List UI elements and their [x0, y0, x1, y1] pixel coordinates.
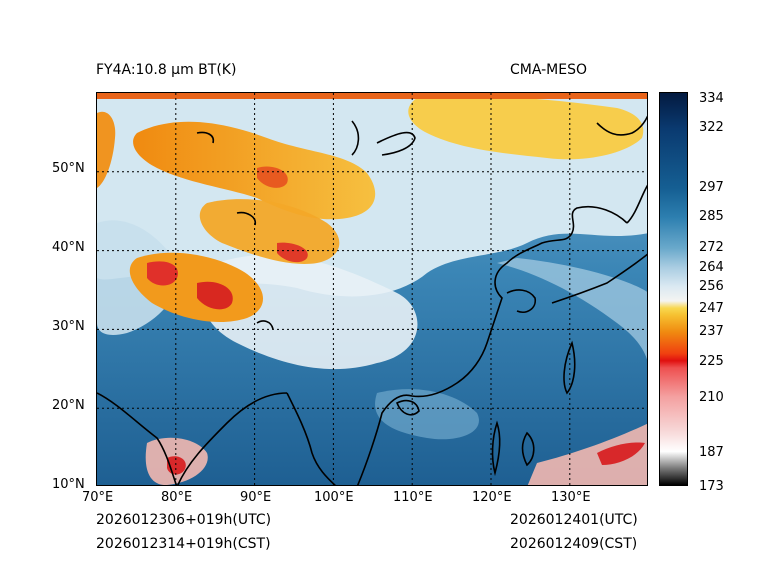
colorbar: [659, 92, 688, 486]
cold-core-4: [257, 166, 288, 188]
graticule: [97, 93, 647, 485]
cold-cloud-mid: [199, 199, 340, 264]
cold-cloud-southeast: [527, 423, 647, 485]
lon-label-80: 80°E: [161, 490, 193, 505]
cbar-label-256: 256: [699, 279, 724, 294]
lat-label-20: 20°N: [52, 398, 85, 413]
cold-core-3: [277, 242, 308, 263]
cbar-label-264: 264: [699, 260, 724, 275]
lon-label-100: 100°E: [314, 490, 354, 505]
footer-utc-valid: 2026012401(UTC): [510, 512, 638, 528]
lon-label-120: 120°E: [472, 490, 512, 505]
lat-label-10: 10°N: [52, 477, 85, 492]
cbar-label-173: 173: [699, 479, 724, 494]
cbar-label-285: 285: [699, 209, 724, 224]
cold-cloud-northwest: [97, 111, 116, 188]
cold-core-1: [147, 261, 178, 286]
cbar-label-237: 237: [699, 324, 724, 339]
lon-label-110: 110°E: [393, 490, 433, 505]
lon-label-70: 70°E: [82, 490, 114, 505]
lat-label-40: 40°N: [52, 240, 85, 255]
cold-core-6: [597, 442, 645, 465]
lat-label-30: 30°N: [52, 319, 85, 334]
cbar-label-187: 187: [699, 445, 724, 460]
coastlines: [97, 115, 647, 485]
cbar-label-334: 334: [699, 91, 724, 106]
cold-core-2: [197, 281, 233, 310]
cold-cloud-ne: [408, 96, 644, 160]
cbar-label-297: 297: [699, 180, 724, 195]
lon-label-90: 90°E: [240, 490, 272, 505]
footer-cst-valid: 2026012409(CST): [510, 536, 638, 552]
cloud-east-sea: [497, 258, 647, 360]
footer-utc-init: 2026012306+019h(UTC): [96, 512, 272, 528]
cbar-label-210: 210: [699, 390, 724, 405]
cbar-label-272: 272: [699, 240, 724, 255]
chart-title-left: FY4A:10.8 µm BT(K): [96, 62, 237, 78]
chart-title-right: CMA-MESO: [510, 62, 588, 78]
satellite-map: [96, 92, 648, 486]
cold-cloud-north: [133, 121, 376, 220]
lon-label-130: 130°E: [551, 490, 591, 505]
cbar-label-225: 225: [699, 354, 724, 369]
lat-label-50: 50°N: [52, 161, 85, 176]
cbar-label-322: 322: [699, 120, 724, 135]
cold-cloud-top-strip: [97, 93, 647, 99]
footer-cst-init: 2026012314+019h(CST): [96, 536, 271, 552]
cbar-label-247: 247: [699, 301, 724, 316]
